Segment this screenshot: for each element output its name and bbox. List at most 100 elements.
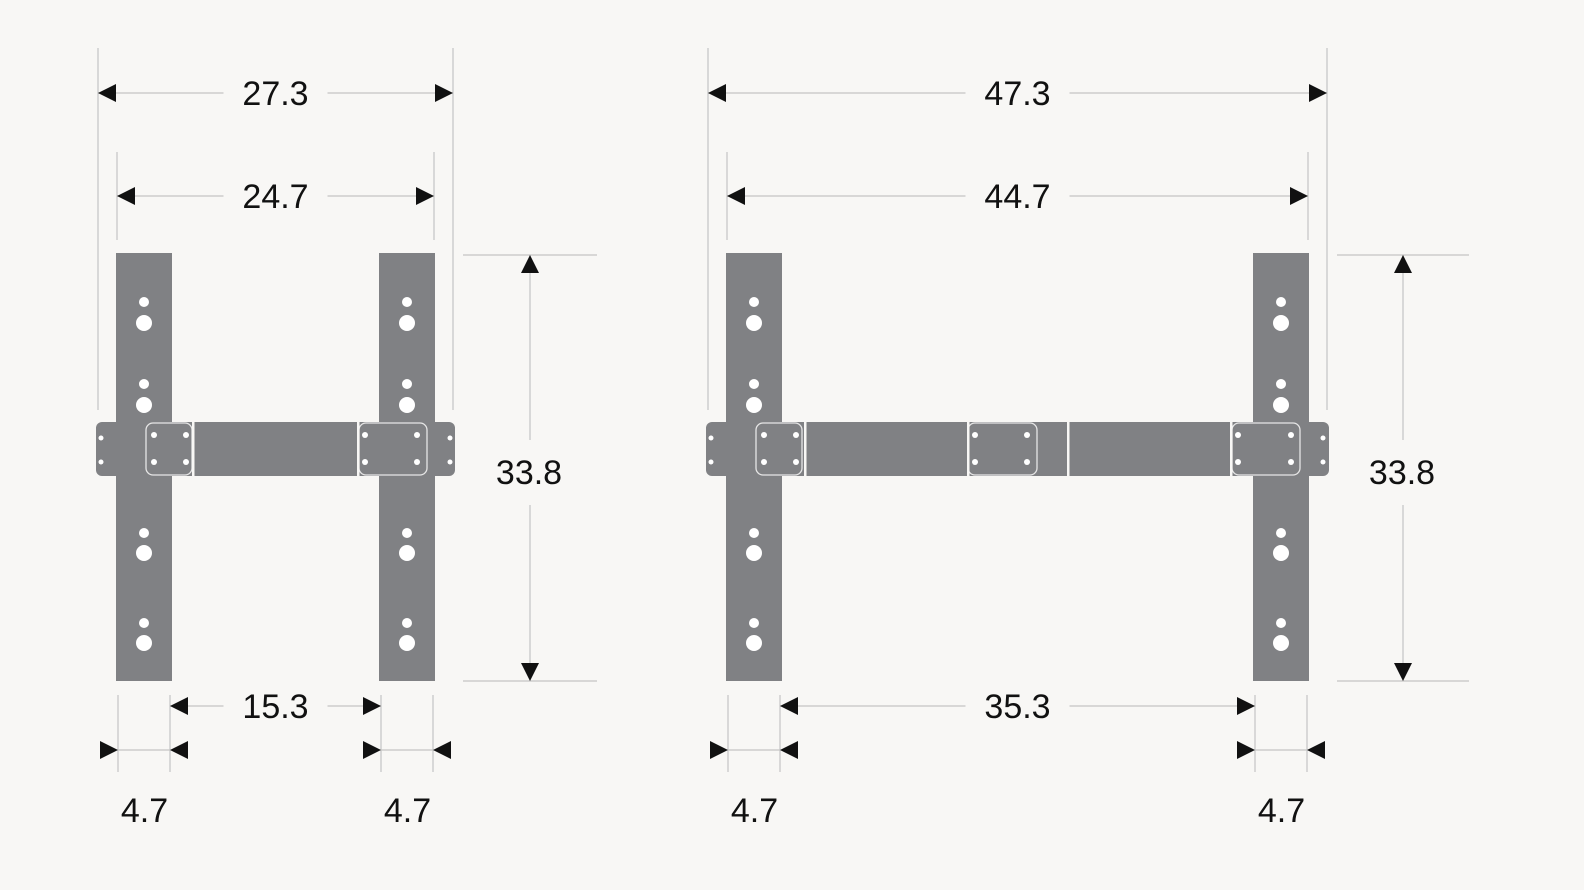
screw-hole-icon <box>1288 432 1294 438</box>
screw-hole-icon <box>139 379 149 389</box>
arrowhead-icon <box>416 187 434 205</box>
screw-hole-icon <box>761 432 767 438</box>
screw-hole-icon <box>1024 459 1030 465</box>
crossbar <box>96 422 455 476</box>
gap-width-label: 15.3 <box>242 688 308 726</box>
arrowhead-icon <box>727 187 745 205</box>
screw-hole-icon <box>1288 459 1294 465</box>
bracket-assembly <box>96 253 455 681</box>
arrowhead-icon <box>100 741 118 759</box>
mount-hole-icon <box>1273 315 1289 331</box>
screw-hole-icon <box>793 459 799 465</box>
screw-hole-icon <box>972 432 978 438</box>
arrowhead-icon <box>521 663 539 681</box>
arrowhead-icon <box>433 741 451 759</box>
left-upright-width-label: 4.7 <box>731 792 778 830</box>
gap-width-label: 35.3 <box>984 688 1050 726</box>
mount-hole-icon <box>136 397 152 413</box>
mount-hole-icon <box>746 315 762 331</box>
height-label: 33.8 <box>1369 454 1435 492</box>
screw-hole-icon <box>362 432 368 438</box>
screw-hole-icon <box>1276 528 1286 538</box>
arrowhead-icon <box>363 697 381 715</box>
screw-hole-icon <box>98 435 104 441</box>
mount-hole-icon <box>746 635 762 651</box>
arrowhead-icon <box>1237 697 1255 715</box>
mount-diagram-2: 47.3 44.7 35.3 33.8 4.7 4.7 <box>706 48 1469 830</box>
overall-width-label: 47.3 <box>984 75 1050 113</box>
plate-seam <box>1230 422 1233 476</box>
screw-hole-icon <box>151 432 157 438</box>
arrowhead-icon <box>1237 741 1255 759</box>
arrowhead-icon <box>1309 84 1327 102</box>
screw-hole-icon <box>183 432 189 438</box>
arrowhead-icon <box>1394 663 1412 681</box>
arrowhead-icon <box>117 187 135 205</box>
mount-hole-icon <box>1273 397 1289 413</box>
arrowhead-icon <box>708 84 726 102</box>
arrowhead-icon <box>170 697 188 715</box>
screw-hole-icon <box>362 459 368 465</box>
arrowhead-icon <box>170 741 188 759</box>
screw-hole-icon <box>447 435 453 441</box>
screw-hole-icon <box>139 618 149 628</box>
mount-hole-icon <box>399 397 415 413</box>
bracket-assembly <box>706 253 1329 681</box>
screw-hole-icon <box>414 432 420 438</box>
screw-hole-icon <box>1276 618 1286 628</box>
left-upright-width-label: 4.7 <box>121 792 168 830</box>
mount-hole-icon <box>136 635 152 651</box>
plate-seam <box>357 422 360 476</box>
height-label: 33.8 <box>496 454 562 492</box>
overall-width-label: 27.3 <box>242 75 308 113</box>
screw-hole-icon <box>1320 459 1326 465</box>
mount-hole-icon <box>399 315 415 331</box>
screw-hole-icon <box>402 379 412 389</box>
screw-hole-icon <box>139 297 149 307</box>
mount-hole-icon <box>746 545 762 561</box>
mount-hole-icon <box>1273 635 1289 651</box>
screw-hole-icon <box>1235 432 1241 438</box>
arrowhead-icon <box>780 741 798 759</box>
plate-seam <box>1067 422 1070 476</box>
screw-hole-icon <box>749 618 759 628</box>
mount-hole-icon <box>136 315 152 331</box>
arrowhead-icon <box>1394 255 1412 273</box>
arrowhead-icon <box>1307 741 1325 759</box>
screw-hole-icon <box>402 297 412 307</box>
plate-seam <box>192 422 195 476</box>
screw-hole-icon <box>708 459 714 465</box>
screw-hole-icon <box>1024 432 1030 438</box>
arrowhead-icon <box>435 84 453 102</box>
screw-hole-icon <box>749 379 759 389</box>
screw-hole-icon <box>1235 459 1241 465</box>
inner-width-label: 24.7 <box>242 178 308 216</box>
mount-hole-icon <box>1273 545 1289 561</box>
screw-hole-icon <box>183 459 189 465</box>
screw-hole-icon <box>402 618 412 628</box>
arrowhead-icon <box>1290 187 1308 205</box>
inner-width-label: 44.7 <box>984 178 1050 216</box>
screw-hole-icon <box>761 459 767 465</box>
screw-hole-icon <box>708 435 714 441</box>
mount-hole-icon <box>399 545 415 561</box>
plate-seam <box>967 422 970 476</box>
screw-hole-icon <box>151 459 157 465</box>
arrowhead-icon <box>521 255 539 273</box>
right-upright-width-label: 4.7 <box>1258 792 1305 830</box>
screw-hole-icon <box>414 459 420 465</box>
arrowhead-icon <box>98 84 116 102</box>
right-upright-width-label: 4.7 <box>384 792 431 830</box>
crossbar <box>706 422 1329 476</box>
arrowhead-icon <box>363 741 381 759</box>
screw-hole-icon <box>749 297 759 307</box>
mount-hole-icon <box>136 545 152 561</box>
plate-seam <box>804 422 807 476</box>
screw-hole-icon <box>1276 379 1286 389</box>
screw-hole-icon <box>98 459 104 465</box>
mount-diagram-1: 27.3 24.7 15.3 33.8 4.7 4.7 <box>96 48 597 830</box>
arrowhead-icon <box>710 741 728 759</box>
screw-hole-icon <box>447 459 453 465</box>
screw-hole-icon <box>402 528 412 538</box>
